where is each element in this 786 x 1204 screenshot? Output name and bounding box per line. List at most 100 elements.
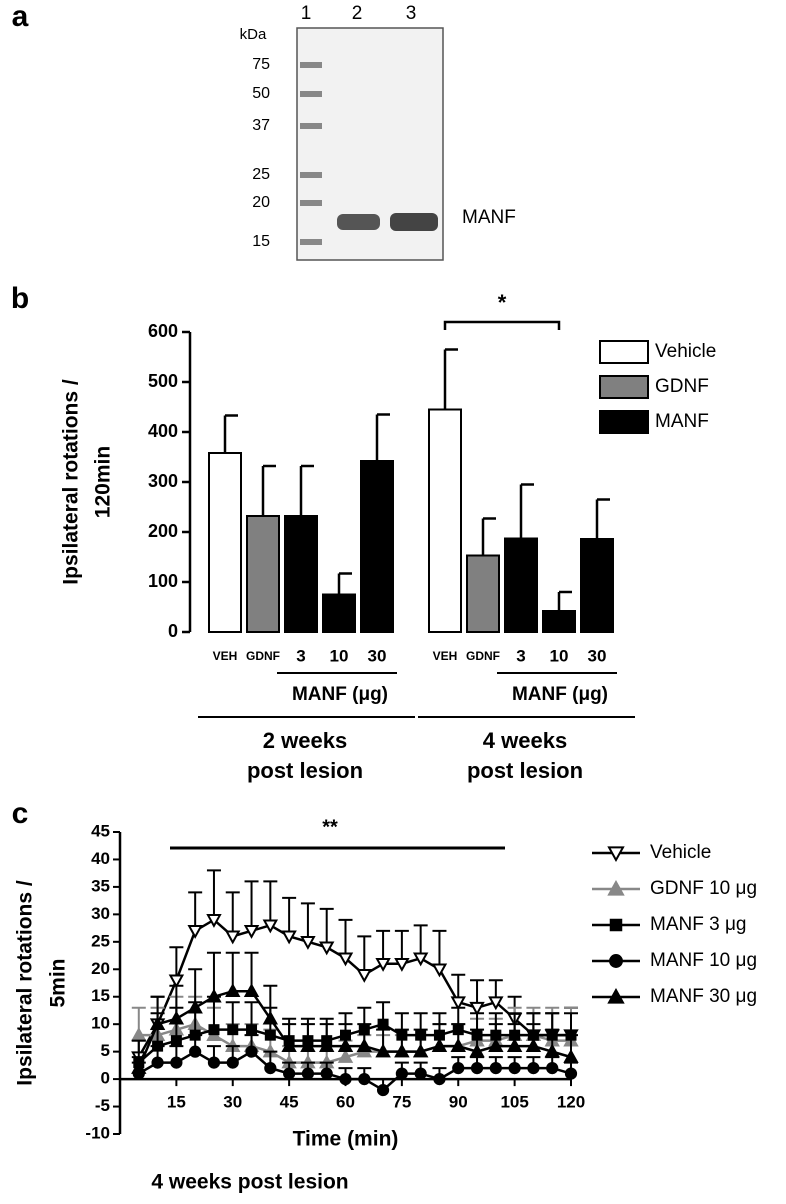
x-tick-label: 120 (557, 1093, 585, 1112)
marker (225, 983, 241, 998)
marker (301, 1067, 315, 1080)
panel-label: c (12, 797, 29, 830)
marker (283, 1067, 296, 1080)
marker (469, 1001, 485, 1016)
panel-label: b (11, 282, 29, 315)
marker (433, 1072, 446, 1086)
marker (207, 1056, 221, 1069)
group-sub-label: MANF (μg) (292, 684, 388, 705)
marker (376, 1083, 390, 1097)
marker (300, 936, 316, 950)
marker (281, 1038, 297, 1052)
marker (394, 957, 410, 972)
series-line (138, 1050, 572, 1092)
x-tick-label: 45 (280, 1093, 299, 1112)
marker (450, 996, 466, 1011)
marker (395, 1067, 408, 1080)
marker (225, 930, 241, 945)
marker-label: 37 (252, 117, 270, 134)
error-bar (300, 902, 315, 942)
marker (412, 1043, 429, 1058)
x-tick-label: VEH (433, 649, 458, 663)
marker (300, 1038, 316, 1052)
marker (319, 941, 335, 956)
error-bar (263, 880, 278, 926)
marker (262, 1010, 279, 1025)
marker (337, 1038, 354, 1052)
marker-band (300, 123, 322, 129)
group-label: 2 weeks (263, 728, 347, 753)
marker-band (300, 239, 322, 245)
x-tick-label: 3 (516, 646, 525, 665)
marker (450, 1038, 466, 1052)
marker (452, 1062, 465, 1075)
marker-label: 20 (252, 194, 270, 211)
marker (227, 1024, 239, 1036)
marker (208, 1024, 220, 1036)
y-tick-label: 500 (148, 371, 178, 391)
y-axis-label: Ipsilateral rotations / (60, 379, 83, 585)
bar (580, 538, 614, 633)
marker-label: 15 (252, 233, 270, 250)
x-tick-label: 10 (330, 646, 349, 665)
marker (226, 1056, 239, 1069)
bar (284, 515, 318, 633)
y-axis-label: 5min (47, 958, 70, 1007)
x-tick-label: 10 (550, 646, 569, 665)
bar (322, 593, 356, 633)
y-axis-label: Ipsilateral rotations / (14, 880, 37, 1086)
subtitle: 4 weeks post lesion (151, 1171, 348, 1194)
x-tick-label: 30 (368, 646, 387, 665)
marker (527, 1062, 540, 1075)
annotation: * (498, 290, 507, 315)
marker (149, 1016, 166, 1030)
x-tick-label: 30 (588, 646, 607, 665)
marker (375, 957, 391, 972)
marker (358, 1072, 371, 1086)
x-tick-label: 60 (336, 1093, 355, 1112)
marker (170, 1056, 183, 1069)
annotation: ** (322, 816, 338, 838)
x-axis-label: Time (min) (293, 1128, 399, 1151)
legend-label: MANF 3 μg (650, 914, 746, 935)
legend-swatch (599, 375, 649, 399)
gel-band (390, 213, 438, 231)
bar (360, 460, 394, 633)
y-tick-label: 400 (148, 421, 178, 441)
marker (414, 1067, 427, 1080)
marker (206, 914, 222, 928)
marker (356, 968, 372, 983)
marker (319, 1038, 335, 1052)
unit-label: kDa (240, 26, 267, 43)
marker (245, 1045, 258, 1058)
significance-bracket (443, 320, 561, 330)
marker (262, 919, 279, 934)
marker (243, 983, 260, 998)
y-tick-label: 10 (91, 1014, 110, 1033)
marker (377, 1018, 389, 1030)
bar (208, 452, 242, 633)
y-tick-label: 0 (168, 621, 178, 641)
marker (488, 996, 504, 1011)
y-tick-label: -5 (95, 1096, 110, 1115)
marker (488, 1038, 504, 1052)
error-bar (244, 880, 259, 931)
panel-label: a (12, 0, 29, 33)
marker (168, 1010, 185, 1025)
marker (546, 1062, 559, 1075)
error-bar (282, 896, 297, 937)
marker (246, 1024, 258, 1036)
marker (170, 1035, 182, 1047)
error-bar (206, 869, 221, 920)
error-bar (357, 935, 372, 975)
bar (542, 610, 576, 633)
marker (339, 1072, 352, 1086)
legend-swatch (599, 410, 649, 434)
x-tick-label: 75 (392, 1093, 411, 1112)
x-tick-label: GDNF (466, 649, 500, 663)
group-sub-label: MANF (μg) (512, 684, 608, 705)
y-tick-label: 0 (101, 1069, 110, 1088)
y-tick-label: -10 (85, 1123, 110, 1142)
marker (564, 1067, 578, 1080)
x-tick-label: 3 (296, 646, 305, 665)
